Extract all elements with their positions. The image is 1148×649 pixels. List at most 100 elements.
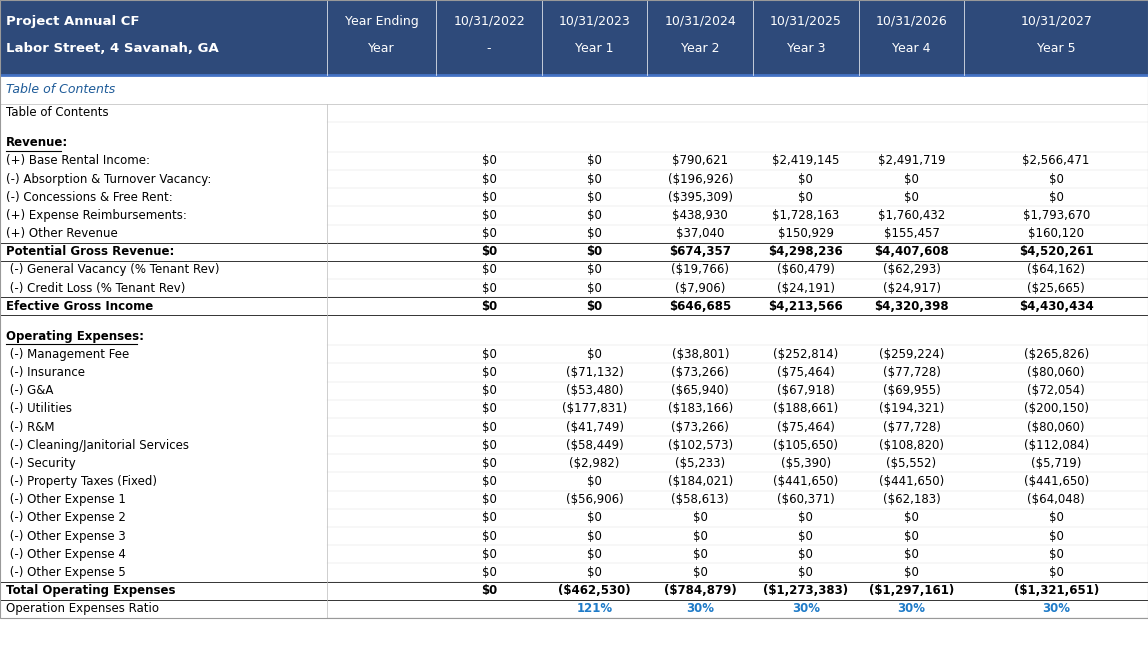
Text: ($183,166): ($183,166) (668, 402, 732, 415)
Text: $0: $0 (588, 154, 602, 167)
Text: $0: $0 (588, 209, 602, 222)
Text: $0: $0 (482, 282, 496, 295)
Text: ($58,613): ($58,613) (672, 493, 729, 506)
Text: ($80,060): ($80,060) (1027, 366, 1085, 379)
Text: $0: $0 (482, 173, 496, 186)
Text: Operating Expenses:: Operating Expenses: (6, 330, 144, 343)
Text: ($108,820): ($108,820) (879, 439, 944, 452)
Text: (-) Credit Loss (% Tenant Rev): (-) Credit Loss (% Tenant Rev) (6, 282, 185, 295)
Text: Year 4: Year 4 (892, 42, 931, 56)
Text: 10/31/2026: 10/31/2026 (876, 14, 947, 28)
Text: $0: $0 (693, 548, 707, 561)
Text: $4,213,566: $4,213,566 (768, 300, 844, 313)
Text: $4,298,236: $4,298,236 (768, 245, 844, 258)
Text: $0: $0 (587, 245, 603, 258)
Text: ($2,982): ($2,982) (569, 457, 620, 470)
Text: $4,430,434: $4,430,434 (1018, 300, 1094, 313)
Text: 10/31/2023: 10/31/2023 (559, 14, 630, 28)
Text: $0: $0 (588, 227, 602, 240)
FancyBboxPatch shape (0, 582, 1148, 600)
Text: $0: $0 (1049, 530, 1063, 543)
Text: (-) Management Fee: (-) Management Fee (6, 348, 129, 361)
Text: 30%: 30% (898, 602, 925, 615)
Text: $0: $0 (481, 584, 497, 597)
Text: ($24,191): ($24,191) (777, 282, 835, 295)
Text: $0: $0 (693, 511, 707, 524)
Text: $0: $0 (482, 511, 496, 524)
Text: $0: $0 (482, 457, 496, 470)
Text: $0: $0 (482, 263, 496, 276)
Text: ($67,918): ($67,918) (777, 384, 835, 397)
Text: ($102,573): ($102,573) (668, 439, 732, 452)
Text: ($441,650): ($441,650) (879, 475, 944, 488)
Text: $0: $0 (482, 348, 496, 361)
Text: $0: $0 (905, 173, 918, 186)
Text: ($53,480): ($53,480) (566, 384, 623, 397)
Text: (+) Other Revenue: (+) Other Revenue (6, 227, 117, 240)
Text: $1,793,670: $1,793,670 (1023, 209, 1089, 222)
Text: $0: $0 (799, 511, 813, 524)
Text: ($75,464): ($75,464) (777, 366, 835, 379)
Text: ($112,084): ($112,084) (1024, 439, 1088, 452)
Text: Year 5: Year 5 (1037, 42, 1076, 56)
Text: (-) Absorption & Turnover Vacancy:: (-) Absorption & Turnover Vacancy: (6, 173, 211, 186)
Text: $0: $0 (905, 548, 918, 561)
Text: $2,566,471: $2,566,471 (1023, 154, 1089, 167)
Text: $0: $0 (482, 566, 496, 579)
Text: Year: Year (369, 42, 395, 56)
Text: (-) Security: (-) Security (6, 457, 76, 470)
Text: $0: $0 (482, 209, 496, 222)
Text: ($265,826): ($265,826) (1024, 348, 1088, 361)
Text: $0: $0 (482, 227, 496, 240)
Text: $0: $0 (482, 402, 496, 415)
Text: $0: $0 (588, 173, 602, 186)
Text: $0: $0 (588, 475, 602, 488)
Text: ($441,650): ($441,650) (774, 475, 838, 488)
Text: ($19,766): ($19,766) (672, 263, 729, 276)
Text: $0: $0 (905, 566, 918, 579)
Text: ($64,048): ($64,048) (1027, 493, 1085, 506)
Text: ($73,266): ($73,266) (672, 366, 729, 379)
Text: ($5,552): ($5,552) (886, 457, 937, 470)
Text: $155,457: $155,457 (884, 227, 939, 240)
Text: ($24,917): ($24,917) (883, 282, 940, 295)
Text: (+) Base Rental Income:: (+) Base Rental Income: (6, 154, 149, 167)
Text: $0: $0 (482, 191, 496, 204)
Text: ($5,233): ($5,233) (675, 457, 726, 470)
Text: $0: $0 (588, 348, 602, 361)
Text: (-) R&M: (-) R&M (6, 421, 54, 434)
Text: $790,621: $790,621 (673, 154, 728, 167)
Text: 30%: 30% (1042, 602, 1070, 615)
Text: $0: $0 (905, 191, 918, 204)
Text: Year 3: Year 3 (786, 42, 825, 56)
Text: ($1,321,651): ($1,321,651) (1014, 584, 1099, 597)
Text: $2,419,145: $2,419,145 (773, 154, 839, 167)
Text: (-) G&A: (-) G&A (6, 384, 53, 397)
Text: $0: $0 (1049, 173, 1063, 186)
Text: (-) Other Expense 4: (-) Other Expense 4 (6, 548, 125, 561)
Text: $0: $0 (481, 245, 497, 258)
Text: ($38,801): ($38,801) (672, 348, 729, 361)
Text: ($462,530): ($462,530) (558, 584, 631, 597)
Text: ($184,021): ($184,021) (668, 475, 732, 488)
Text: -: - (487, 42, 491, 56)
Text: $646,685: $646,685 (669, 300, 731, 313)
Text: (-) Other Expense 1: (-) Other Expense 1 (6, 493, 125, 506)
Text: $2,491,719: $2,491,719 (878, 154, 945, 167)
Text: Year Ending: Year Ending (344, 14, 419, 28)
Text: $150,929: $150,929 (778, 227, 833, 240)
Text: Table of Contents: Table of Contents (6, 106, 108, 119)
Text: (-) Property Taxes (Fixed): (-) Property Taxes (Fixed) (6, 475, 157, 488)
Text: ($60,371): ($60,371) (777, 493, 835, 506)
Text: $0: $0 (481, 300, 497, 313)
Text: ($25,665): ($25,665) (1027, 282, 1085, 295)
Text: $0: $0 (588, 511, 602, 524)
Text: $4,320,398: $4,320,398 (874, 300, 949, 313)
Text: $0: $0 (799, 530, 813, 543)
Text: $0: $0 (482, 366, 496, 379)
Text: $438,930: $438,930 (673, 209, 728, 222)
Text: ($194,321): ($194,321) (879, 402, 944, 415)
FancyBboxPatch shape (0, 297, 1148, 315)
Text: Revenue:: Revenue: (6, 136, 68, 149)
Text: $0: $0 (1049, 191, 1063, 204)
